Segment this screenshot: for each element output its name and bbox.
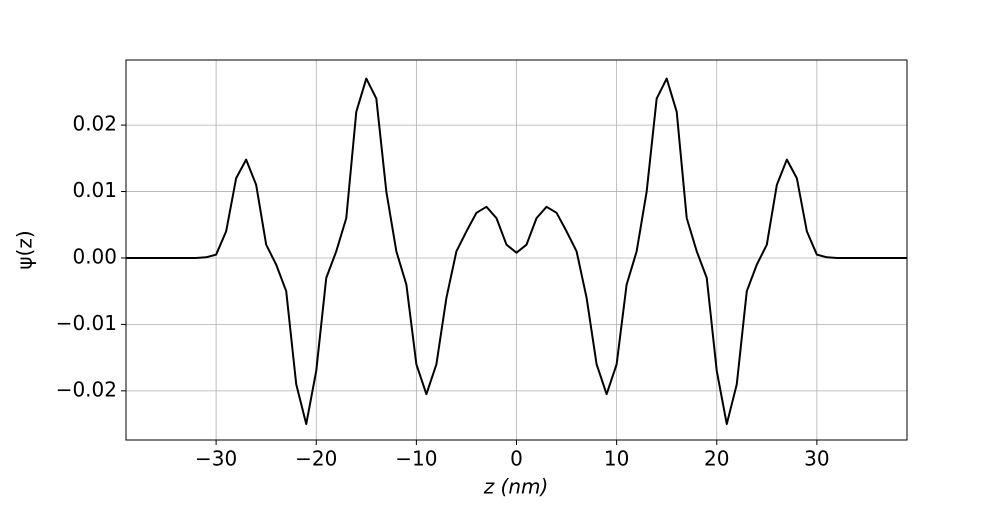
- y-axis-label: ψ(z): [13, 230, 37, 269]
- x-tick-label: −10: [395, 447, 437, 471]
- plot-frame: [125, 59, 908, 441]
- y-tick-label: 0.00: [72, 244, 117, 268]
- x-tick-label: 10: [604, 447, 629, 471]
- y-tick-label: 0.02: [72, 112, 117, 136]
- line: [126, 77, 907, 426]
- x-tick-label: −20: [295, 447, 337, 471]
- x-tick-label: 20: [704, 447, 729, 471]
- y-tick-label: −0.02: [56, 377, 117, 401]
- y-tick-label: 0.01: [72, 178, 117, 202]
- x-tick-label: 0: [510, 447, 523, 471]
- x-axis-label: z (nm): [483, 475, 549, 499]
- x-tick-label: −30: [195, 447, 237, 471]
- x-tick-label: 30: [804, 447, 829, 471]
- y-tick-label: −0.01: [56, 311, 117, 335]
